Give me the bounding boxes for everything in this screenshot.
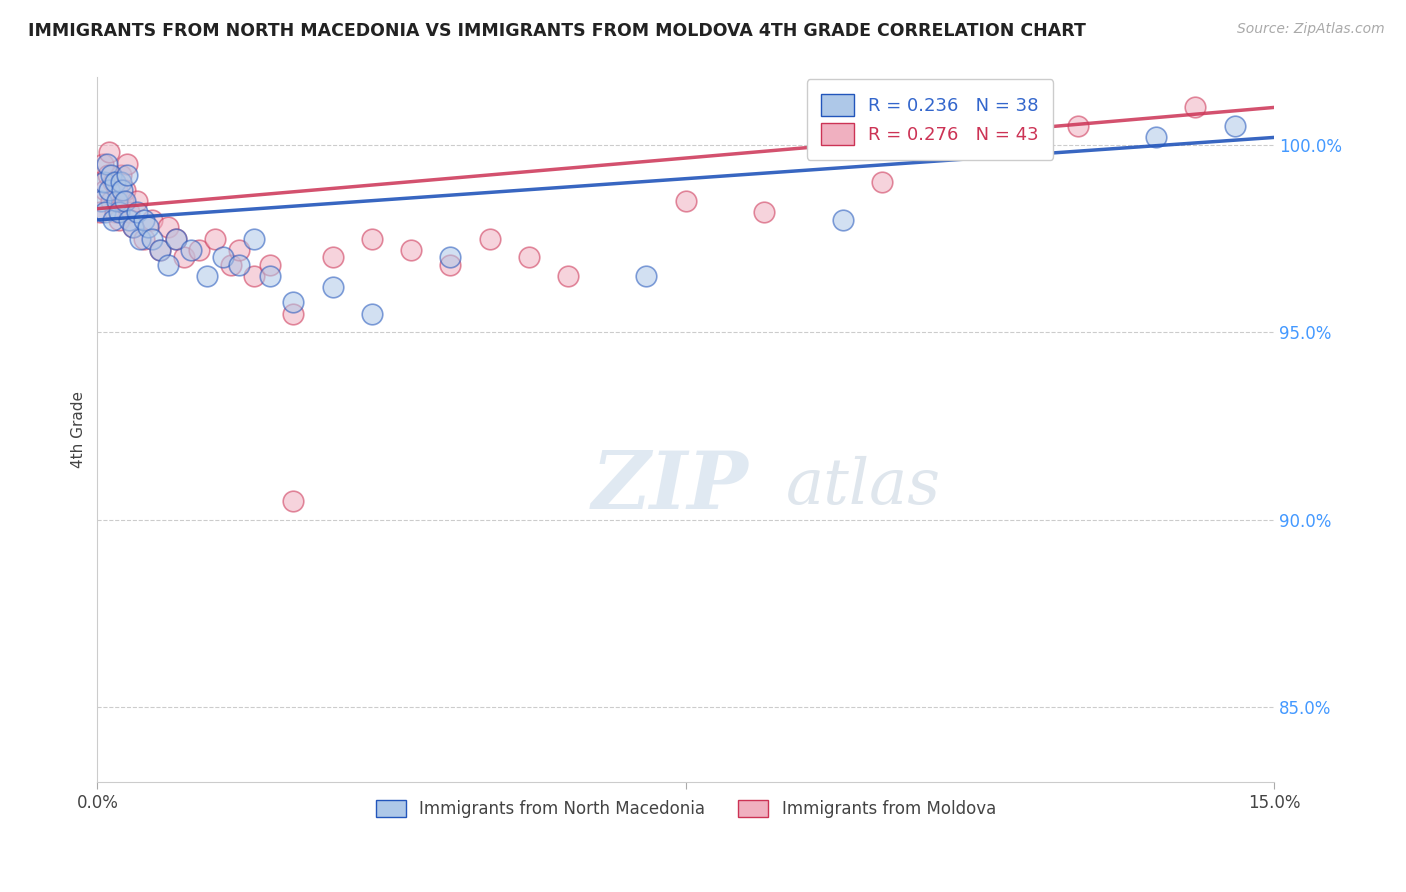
Point [557,269,579,284]
Point [129,232,152,246]
Point [110,176,132,190]
Point [115,168,138,182]
Point [100,168,122,182]
Point [118,205,141,219]
Point [115,156,138,170]
Point [108,213,131,227]
Point [156,258,179,272]
Point [108,205,131,219]
Point [100,194,122,209]
Point [399,243,422,257]
Point [134,232,156,246]
Point [212,251,235,265]
Point [219,258,242,272]
Point [1184,100,1206,114]
Point [165,232,187,246]
Point [1144,130,1167,145]
Point [91,156,114,170]
Point [141,232,163,246]
Text: atlas: atlas [786,456,941,517]
Point [283,494,305,508]
Point [1067,119,1090,133]
Point [752,205,775,219]
Point [105,194,128,209]
Point [283,307,305,321]
Point [94,183,117,197]
Point [165,232,187,246]
Point [439,251,461,265]
Point [173,251,195,265]
Point [93,176,115,190]
Point [125,194,148,209]
Point [94,205,117,219]
Point [112,194,135,209]
Point [228,243,250,257]
Point [105,183,128,197]
Point [243,269,266,284]
Point [121,220,143,235]
Point [114,194,136,209]
Point [156,220,179,235]
Y-axis label: 4th Grade: 4th Grade [72,392,86,468]
Point [360,307,382,321]
Point [98,145,121,160]
Point [831,213,853,227]
Point [114,183,136,197]
Point [1223,119,1246,133]
Point [104,205,127,219]
Text: Source: ZipAtlas.com: Source: ZipAtlas.com [1237,22,1385,37]
Point [110,168,132,182]
Point [111,183,134,197]
Point [149,243,172,257]
Point [870,176,893,190]
Point [188,243,211,257]
Point [636,269,658,284]
Point [180,243,202,257]
Point [118,213,141,227]
Point [96,168,118,182]
Point [283,295,305,310]
Point [228,258,250,272]
Point [517,251,540,265]
Point [259,258,281,272]
Point [195,269,218,284]
Point [98,183,121,197]
Point [322,251,344,265]
Point [125,205,148,219]
Point [141,213,163,227]
Point [478,232,501,246]
Point [322,280,344,294]
Point [675,194,697,209]
Text: ZIP: ZIP [592,448,748,525]
Point [439,258,461,272]
Point [259,269,281,284]
Point [243,232,266,246]
Point [149,243,172,257]
Point [96,156,118,170]
Legend: Immigrants from North Macedonia, Immigrants from Moldova: Immigrants from North Macedonia, Immigra… [368,793,1002,825]
Point [138,220,160,235]
Point [101,213,124,227]
Point [134,213,156,227]
Point [104,176,127,190]
Point [101,176,124,190]
Point [121,220,143,235]
Text: IMMIGRANTS FROM NORTH MACEDONIA VS IMMIGRANTS FROM MOLDOVA 4TH GRADE CORRELATION: IMMIGRANTS FROM NORTH MACEDONIA VS IMMIG… [28,22,1085,40]
Point [360,232,382,246]
Point [90,194,112,209]
Point [89,205,111,219]
Point [204,232,226,246]
